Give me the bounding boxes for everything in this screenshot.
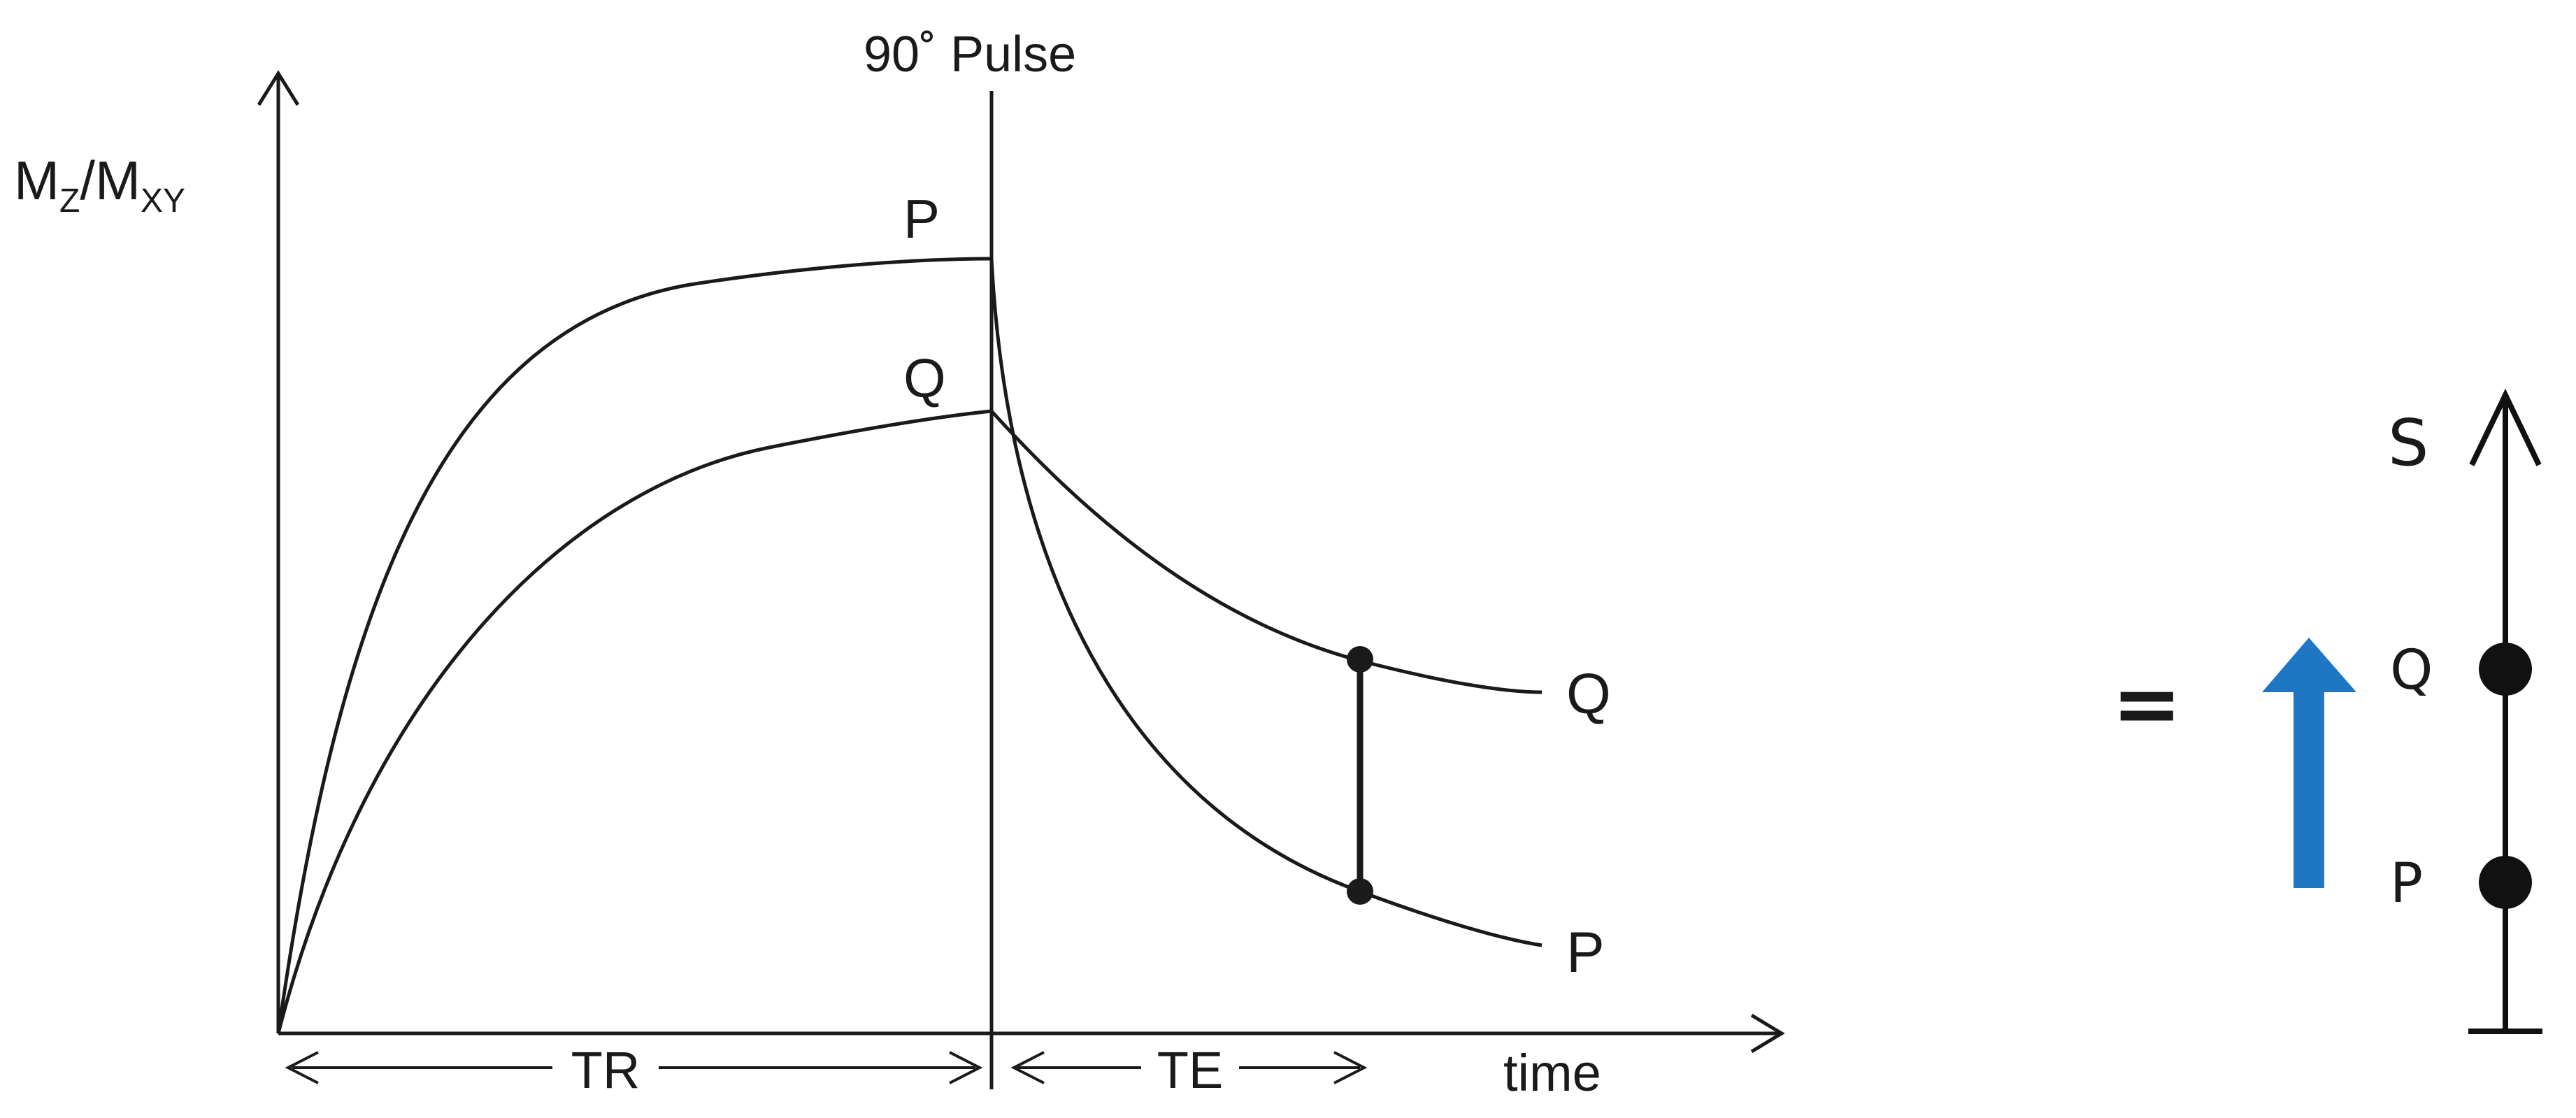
- recovery-curve-p: [276, 257, 992, 1034]
- te-label: TE: [1157, 1041, 1224, 1099]
- pulse-label: 90˚ Pulse: [864, 27, 1076, 83]
- main-chart: MZ/MXY 90˚ Pulse P Q Q P TR: [14, 27, 1785, 1102]
- signal-q-label: Q: [2390, 639, 2433, 702]
- te-point-p: [1347, 878, 1373, 905]
- decay-p-label: P: [1566, 921, 1605, 984]
- signal-increase-arrow-icon: [2262, 638, 2356, 888]
- tr-interval: TR: [285, 1041, 983, 1099]
- tr-label: TR: [571, 1041, 641, 1099]
- decay-curve-q: [990, 410, 1543, 694]
- signal-axis-arrowhead: [2469, 388, 2542, 466]
- recovery-p-label: P: [903, 188, 940, 250]
- x-axis-arrowhead: [1750, 1013, 1785, 1054]
- signal-p-label: P: [2390, 852, 2423, 915]
- equals-sign: =: [2112, 656, 2182, 753]
- signal-point-p: [2479, 856, 2532, 909]
- decay-curve-p: [989, 258, 1543, 947]
- te-point-q: [1347, 646, 1373, 673]
- te-interval: TE: [1010, 1041, 1368, 1099]
- y-axis-arrowhead: [257, 70, 300, 106]
- recovery-curve-q: [276, 409, 992, 1034]
- signal-scale: = S Q P: [2112, 388, 2542, 1034]
- decay-q-label: Q: [1566, 662, 1611, 726]
- y-axis-label: MZ/MXY: [14, 150, 185, 220]
- recovery-q-label: Q: [903, 347, 946, 409]
- signal-axis-label: S: [2388, 406, 2428, 480]
- signal-point-q: [2479, 643, 2532, 696]
- x-axis-label: time: [1503, 1044, 1601, 1102]
